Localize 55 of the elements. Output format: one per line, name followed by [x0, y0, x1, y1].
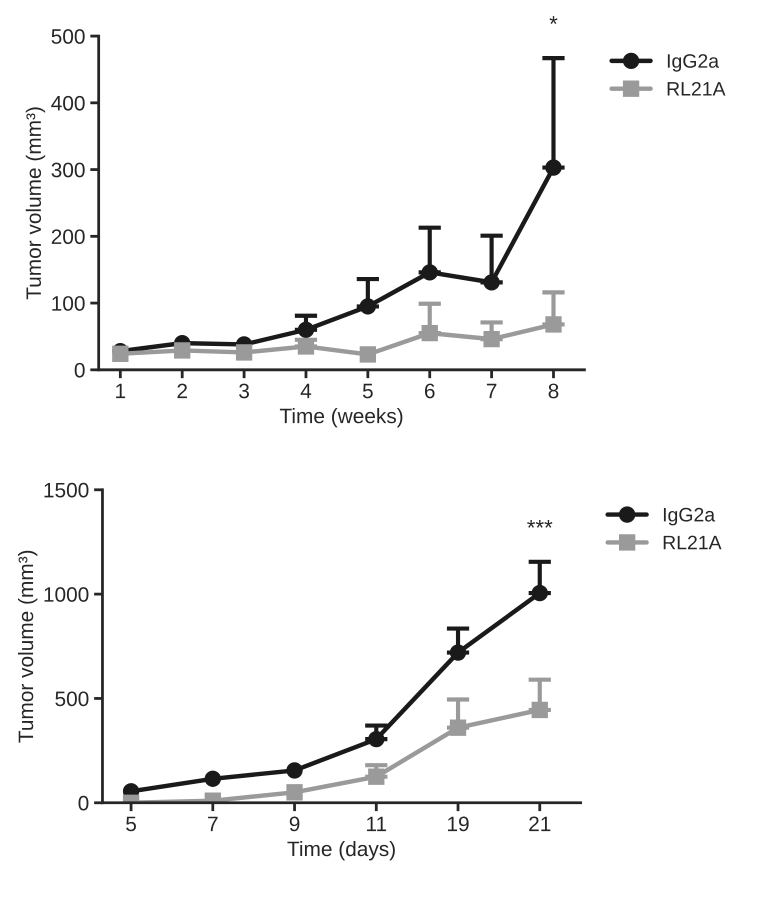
point — [532, 584, 548, 602]
x-tick-label: 2 — [177, 384, 187, 398]
point — [545, 159, 562, 176]
point — [360, 298, 376, 315]
x-tick-label: 1 — [116, 384, 126, 398]
point — [422, 264, 438, 281]
x-tick-label: 7 — [208, 816, 218, 832]
point — [112, 346, 128, 362]
legend-label: IgG2a — [664, 508, 716, 526]
y-tick-label: 1000 — [44, 587, 88, 602]
y-tick-label: 0 — [78, 796, 88, 811]
x-tick-label: 8 — [548, 384, 558, 398]
annotation: *** — [527, 520, 552, 528]
point — [483, 274, 500, 291]
x-tick-label: 7 — [486, 384, 496, 398]
point — [204, 770, 221, 787]
point — [532, 702, 548, 718]
y-axis-title: Tumor volume (mm³) — [18, 550, 38, 743]
x-tick-label: 6 — [424, 384, 435, 398]
x-tick-label: 11 — [367, 816, 386, 832]
x-axis-title: Time (days) — [287, 840, 395, 860]
y-tick-label: 100 — [52, 296, 85, 311]
y-tick-label: 500 — [55, 691, 88, 706]
x-tick-label: 21 — [529, 816, 550, 832]
x-tick-label: 3 — [239, 384, 249, 398]
point — [450, 644, 466, 661]
y-tick-label: 400 — [51, 96, 85, 111]
legend-label: IgG2a — [668, 54, 720, 72]
legend-label: RL21A — [668, 82, 726, 96]
x-tick-label: 19 — [448, 816, 469, 832]
point — [286, 784, 303, 801]
point — [450, 720, 466, 736]
point — [360, 346, 376, 363]
y-tick-label: 1500 — [44, 482, 88, 498]
point — [298, 322, 314, 338]
point — [368, 730, 384, 748]
point — [236, 344, 252, 361]
x-tick-label: 4 — [300, 384, 312, 398]
y-tick-label: 0 — [74, 362, 85, 378]
x-tick-label: 5 — [126, 816, 136, 832]
point — [545, 316, 562, 333]
y-tick-label: 500 — [52, 29, 85, 44]
x-axis-title: Time (weeks) — [280, 408, 402, 428]
x-tick-label: 9 — [290, 816, 300, 832]
x-tick-label: 5 — [362, 384, 373, 398]
text: * — [550, 16, 558, 24]
y-tick-label: 300 — [52, 162, 85, 178]
point — [174, 342, 190, 359]
point — [368, 768, 384, 785]
y-axis-title: Tumor volume (mm³) — [26, 107, 46, 300]
point — [286, 762, 303, 779]
point — [483, 330, 500, 348]
legend-label: RL21A — [664, 536, 722, 550]
point — [422, 324, 438, 342]
y-tick-label: 200 — [52, 229, 85, 244]
